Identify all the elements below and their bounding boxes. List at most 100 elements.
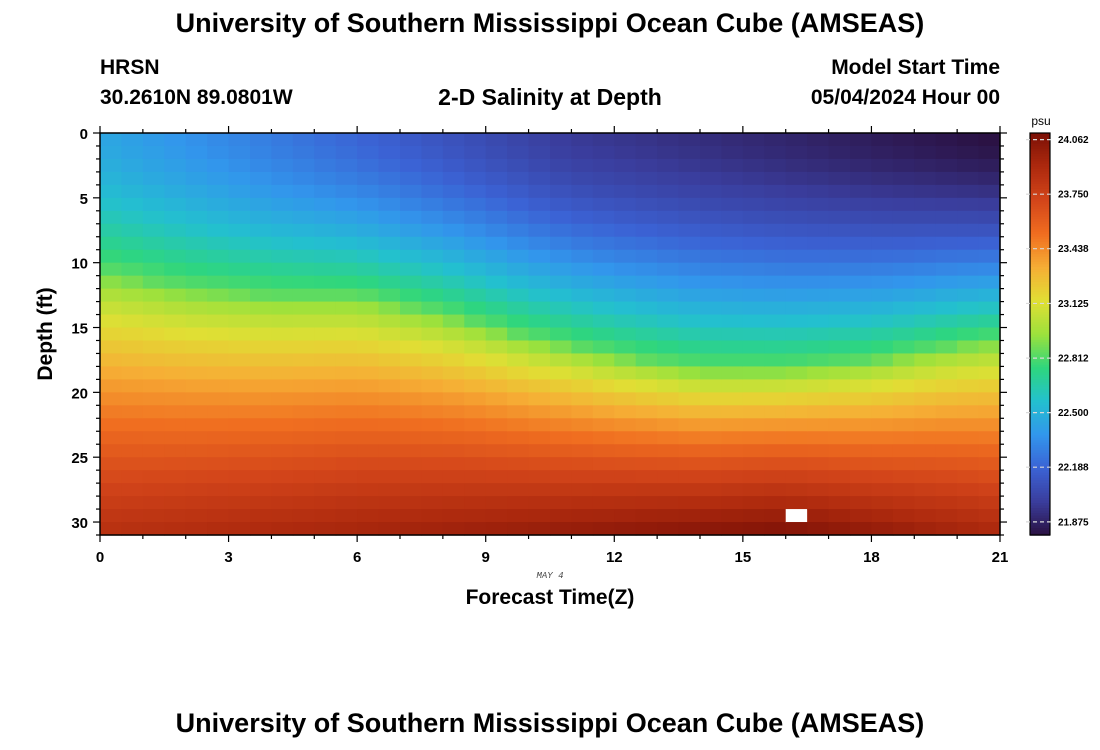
colorbar-segment [1030, 522, 1050, 526]
heatmap-cell [142, 470, 165, 484]
colorbar-tick-label: 23.125 [1058, 299, 1089, 310]
heatmap-cell [250, 444, 273, 458]
heatmap-cell [721, 496, 744, 510]
heatmap-cell [657, 353, 680, 368]
heatmap-cell [378, 366, 401, 380]
heatmap-cell [292, 470, 315, 484]
heatmap-cell [850, 262, 873, 277]
heatmap-cell [978, 236, 1001, 251]
colorbar-segment [1030, 160, 1050, 164]
heatmap-cell [314, 158, 337, 173]
heatmap-cell [742, 327, 765, 342]
heatmap-cell [828, 379, 851, 393]
colorbar-segment [1030, 328, 1050, 333]
heatmap-cell [657, 392, 680, 406]
heatmap-cell [892, 210, 915, 225]
heatmap-cell [357, 210, 380, 225]
heatmap-cell [892, 158, 915, 173]
heatmap-cell [764, 171, 787, 186]
heatmap-cell [207, 366, 230, 380]
heatmap-cell [550, 275, 573, 290]
heatmap-cell [164, 340, 187, 355]
heatmap-cell [228, 470, 251, 484]
heatmap-cell [850, 197, 873, 212]
heatmap-cell [807, 418, 830, 432]
heatmap-cell [100, 405, 123, 419]
heatmap-cell [571, 145, 594, 160]
heatmap-cell [721, 288, 744, 303]
colorbar-segment [1030, 165, 1050, 169]
heatmap-cell [507, 379, 530, 393]
heatmap-cell [228, 340, 251, 355]
heatmap-cell [571, 133, 594, 147]
heatmap-cell [550, 133, 573, 147]
heatmap-cell [828, 483, 851, 497]
heatmap-cell [550, 496, 573, 510]
colorbar-segment [1030, 323, 1050, 328]
heatmap-cell [807, 366, 830, 380]
heatmap-cell [892, 223, 915, 238]
heatmap-cell [764, 236, 787, 251]
heatmap-cell [250, 392, 273, 406]
heatmap-cell [614, 133, 637, 147]
heatmap-cell [335, 184, 358, 199]
heatmap-cell [228, 379, 251, 393]
heatmap-cell [914, 392, 937, 406]
heatmap-cell [785, 301, 808, 316]
heatmap-cell [142, 496, 165, 510]
heatmap-cell [228, 509, 251, 523]
heatmap-cell [828, 418, 851, 432]
colorbar-segment [1030, 321, 1050, 325]
heatmap-cell [335, 301, 358, 316]
heatmap-cell [892, 444, 915, 458]
heatmap-cell [807, 249, 830, 264]
heatmap-cell [721, 314, 744, 329]
heatmap-cell [850, 171, 873, 186]
heatmap-cell [807, 353, 830, 368]
heatmap-cell [378, 184, 401, 199]
heatmap-cell [592, 496, 615, 510]
heatmap-cell [721, 366, 744, 380]
heatmap-cell [871, 366, 894, 380]
heatmap-cell [121, 236, 144, 251]
heatmap-cell [721, 171, 744, 186]
heatmap-cell [314, 457, 337, 471]
heatmap-cell [785, 496, 808, 510]
heatmap-cell [164, 522, 187, 536]
heatmap-cell [485, 379, 508, 393]
heatmap-cell [314, 405, 337, 419]
heatmap-cell [421, 405, 444, 419]
colorbar-segment [1030, 220, 1050, 225]
heatmap-cell [807, 288, 830, 303]
heatmap-cell [335, 158, 358, 173]
colorbar-segment [1030, 266, 1050, 270]
heatmap-cell [185, 496, 208, 510]
heatmap-cell [935, 405, 958, 419]
plot-border [99, 132, 1001, 536]
heatmap-cell [357, 483, 380, 497]
heatmap-cell [785, 262, 808, 277]
heatmap-cell [785, 470, 808, 484]
colorbar-segment [1030, 509, 1050, 514]
colorbar-segment [1030, 281, 1050, 285]
heatmap-cell [935, 392, 958, 406]
heatmap-cell [100, 262, 123, 277]
heatmap-cell [785, 340, 808, 355]
heatmap-cell [850, 392, 873, 406]
heatmap-cell [935, 470, 958, 484]
heatmap-cell [100, 366, 123, 380]
heatmap-cell [550, 301, 573, 316]
heatmap-cell [292, 457, 315, 471]
heatmap-cell [571, 405, 594, 419]
heatmap-cell [464, 457, 487, 471]
heatmap-cell [807, 184, 830, 199]
heatmap-cell [635, 145, 658, 160]
heatmap-cell [250, 483, 273, 497]
heatmap-cell [421, 210, 444, 225]
heatmap-cell [271, 171, 294, 186]
heatmap-cell [335, 483, 358, 497]
heatmap-cell [400, 457, 423, 471]
colorbar-segment [1030, 339, 1050, 343]
heatmap-cell [935, 133, 958, 147]
heatmap-cell [828, 431, 851, 445]
